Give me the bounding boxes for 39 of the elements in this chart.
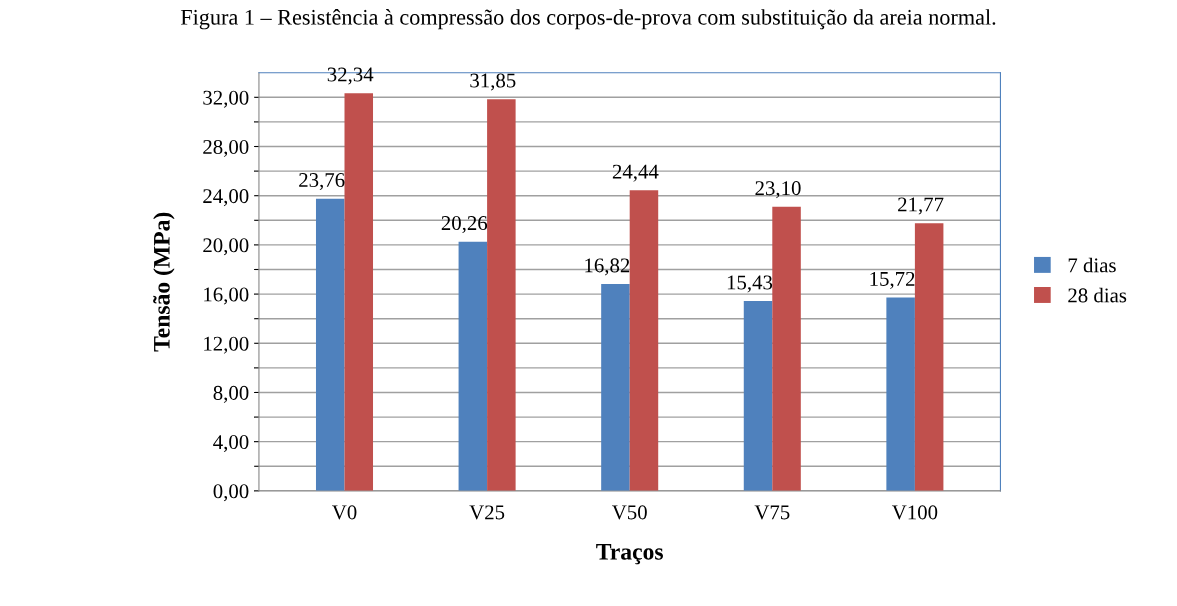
bar	[772, 206, 801, 491]
bar	[886, 297, 915, 491]
y-tick-label: 16,00	[204, 287, 249, 305]
y-axis-title: Tensão (MPa)	[153, 212, 175, 352]
x-axis-title: Traços	[596, 544, 663, 565]
legend-label: 7 dias	[1068, 257, 1116, 273]
data-label: 23,10	[755, 181, 801, 199]
data-label: 20,26	[441, 216, 488, 234]
y-tick-label: 28,00	[203, 139, 249, 157]
data-label: 21,77	[898, 197, 944, 215]
bar	[914, 223, 944, 491]
chart-title: Figura 1 – Resistência à compressão dos corpos-de-prova com substituição da areia normal.	[180, 9, 996, 30]
x-tick-label: V100	[891, 505, 938, 520]
y-tick-label: 20,00	[203, 238, 249, 256]
y-tick-label: 24,00	[203, 189, 249, 207]
bar	[629, 190, 659, 491]
data-label: 15,43	[727, 275, 773, 293]
bar	[743, 301, 773, 491]
data-label: 23,76	[299, 173, 345, 191]
x-tick-label: V75	[754, 505, 790, 520]
legend-label: 28 dias	[1068, 287, 1127, 303]
y-tick-label: 4,00	[213, 435, 249, 453]
bar	[315, 198, 345, 491]
y-tick-label: 32,00	[203, 90, 249, 108]
x-tick-label: V50	[611, 505, 647, 520]
bar	[458, 241, 488, 491]
data-label: 16,82	[585, 258, 630, 276]
x-tick-label: V25	[469, 505, 505, 520]
data-label: 32,34	[327, 67, 374, 85]
y-tick-label: 8,00	[213, 385, 249, 403]
bar	[601, 284, 630, 491]
bar	[487, 99, 516, 491]
data-label: 15,72	[870, 271, 915, 289]
data-label: 24,44	[612, 164, 659, 182]
x-tick-label: V0	[332, 505, 357, 520]
y-tick-label: 12,00	[204, 336, 249, 354]
bar	[344, 93, 374, 491]
data-label: 31,85	[470, 73, 516, 91]
y-tick-label: 0,00	[213, 484, 249, 502]
